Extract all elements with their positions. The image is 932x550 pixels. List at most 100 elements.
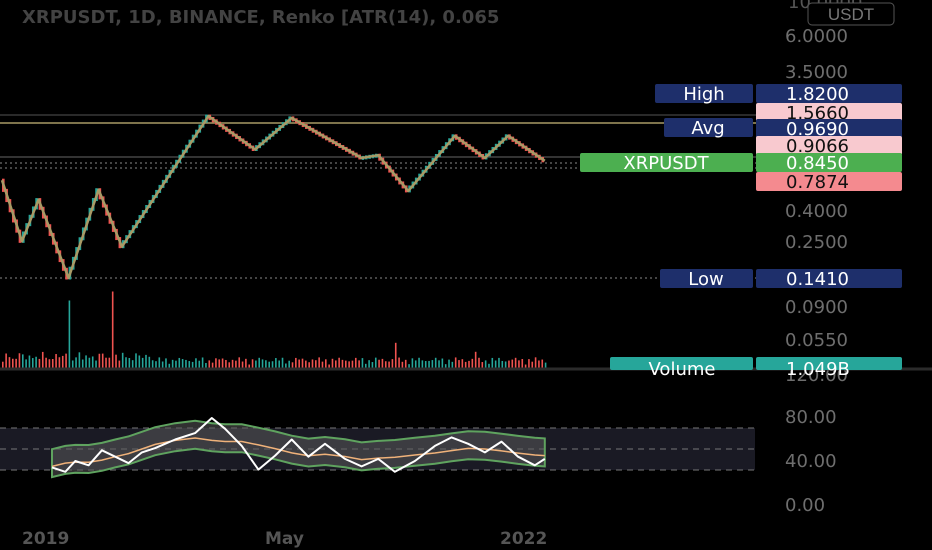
volume-bar — [148, 356, 151, 368]
volume-bar — [434, 357, 437, 368]
volume-bar — [171, 359, 174, 368]
low-label: Low 0.1410 — [660, 269, 902, 290]
volume-bar — [404, 359, 407, 368]
low-value-box — [756, 269, 902, 288]
volume-bar — [81, 359, 84, 368]
volume-bars — [2, 291, 547, 368]
volume-bar — [338, 357, 340, 368]
volume-bar — [368, 360, 370, 368]
volume-bar — [175, 360, 177, 368]
currency-label: USDT — [828, 5, 874, 24]
volume-bar — [95, 360, 97, 368]
volume-bar — [544, 362, 547, 368]
volume-bar — [78, 352, 81, 368]
high-value-box — [756, 84, 902, 103]
volume-bar — [68, 300, 71, 368]
osc-tick: 80.00 — [785, 407, 837, 428]
price-tick: 0.0550 — [785, 330, 848, 351]
volume-bar — [178, 357, 181, 368]
currency-badge[interactable] — [807, 2, 895, 26]
volume-bar — [488, 363, 490, 368]
volume-bar — [464, 361, 467, 368]
volume-bar — [361, 358, 364, 368]
volume-bar — [38, 358, 41, 368]
pink-upper-box — [756, 103, 902, 122]
volume-bar — [218, 359, 221, 368]
volume-bar — [414, 360, 417, 368]
volume-bar — [128, 358, 131, 368]
volume-bar — [75, 357, 77, 368]
volume-bar — [498, 357, 500, 368]
volume-bar — [335, 360, 337, 368]
volume-bar — [374, 357, 377, 368]
pink-mid-box — [756, 136, 902, 155]
volume-bar — [115, 354, 117, 368]
low-title-box — [660, 269, 753, 288]
price-axis[interactable]: 6.0000 3.5000 0.4000 0.2500 0.0900 0.055… — [785, 26, 848, 351]
volume-bar — [48, 359, 51, 368]
volume-bar — [305, 360, 307, 368]
low-title: Low — [688, 269, 723, 290]
volume-bar — [11, 358, 14, 368]
volume-bar — [541, 359, 544, 368]
symbol-value: 0.8450 — [786, 153, 849, 174]
volume-bar — [25, 359, 27, 368]
volume-bar — [311, 359, 314, 368]
volume-bar — [245, 358, 247, 368]
date-tick: May — [265, 529, 304, 549]
volume-bar — [215, 358, 217, 368]
chart-header: XRPUSDT, 1D, BINANCE, Renko [ATR(14), 0.… — [22, 0, 895, 28]
price-tick: 6.0000 — [785, 26, 848, 47]
high-label: High 1.8200 — [655, 84, 902, 105]
volume-bar — [161, 361, 164, 368]
volume-bar — [258, 357, 261, 368]
volume-bar — [225, 359, 227, 368]
volume-bar — [518, 360, 520, 368]
volume-bar — [471, 358, 474, 368]
volume-bar — [371, 362, 374, 368]
volume-bar — [381, 358, 384, 368]
volume-bar — [438, 360, 440, 368]
volume-bar — [131, 360, 134, 368]
volume-value: 1.049B — [786, 359, 850, 380]
volume-bar — [528, 359, 530, 368]
volume-bar — [15, 358, 17, 368]
volume-bar — [185, 359, 187, 368]
volume-bar — [351, 360, 354, 368]
volume-bar — [145, 354, 147, 368]
volume-bar — [358, 360, 360, 368]
red-label: 0.7874 — [756, 172, 902, 193]
volume-title-box — [610, 357, 753, 370]
volume-bar — [228, 362, 231, 368]
volume-bar — [451, 361, 454, 368]
volume-bar — [354, 357, 357, 368]
volume-bar — [384, 361, 387, 368]
volume-bar — [291, 362, 294, 368]
volume-bar — [191, 361, 194, 368]
volume-bar — [431, 360, 434, 368]
red-value-box — [756, 172, 902, 191]
volume-bar — [168, 363, 171, 368]
volume-bar — [521, 359, 524, 368]
symbol-label: XRPUSDT 0.8450 — [580, 153, 902, 174]
volume-bar — [248, 364, 251, 368]
volume-bar — [388, 361, 390, 368]
volume-bar — [58, 357, 61, 368]
price-tick: 0.0900 — [785, 297, 848, 318]
volume-bar — [138, 355, 141, 368]
volume-bar — [195, 358, 197, 368]
volume-bar — [85, 355, 87, 368]
volume-bar — [158, 357, 161, 368]
volume-bar — [5, 353, 7, 368]
time-axis[interactable]: 2019 May 2022 — [22, 529, 547, 549]
volume-bar — [421, 360, 424, 368]
volume-bar — [478, 357, 480, 368]
volume-bar — [105, 357, 107, 368]
chart-title: XRPUSDT, 1D, BINANCE, Renko [ATR(14), 0.… — [22, 7, 499, 28]
volume-bar — [205, 362, 207, 368]
volume-bar — [408, 364, 410, 368]
volume-bar — [88, 357, 91, 368]
volume-bar — [281, 357, 284, 368]
volume-bar — [28, 355, 31, 368]
